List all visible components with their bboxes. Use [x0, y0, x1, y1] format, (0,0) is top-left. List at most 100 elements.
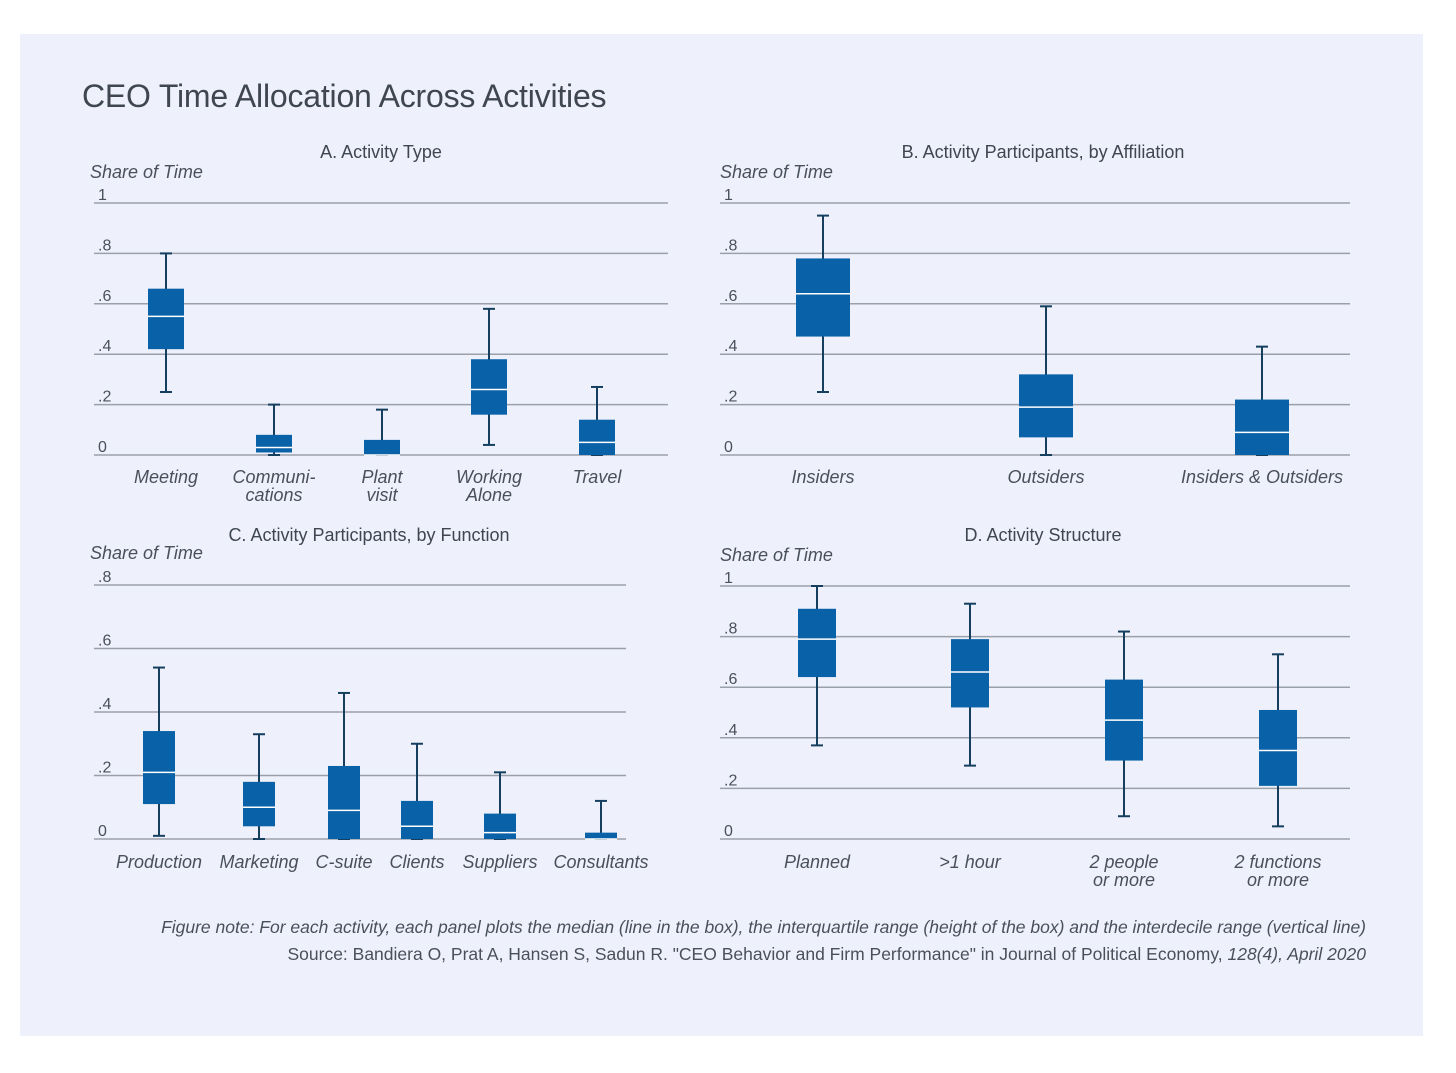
iqr-box: [401, 800, 433, 839]
x-category-label-line: Travel: [573, 467, 623, 487]
y-tick-label: 0: [724, 439, 733, 456]
x-category-label: >1 hour: [939, 852, 1002, 872]
y-tick-label: .4: [98, 696, 111, 713]
panel-activity-participants-function: C. Activity Participants, by Function Sha…: [90, 525, 649, 872]
iqr-box: [148, 288, 184, 350]
box-plot-item: [471, 307, 507, 446]
y-tick-label: .2: [98, 389, 111, 406]
panel-title: D. Activity Structure: [964, 525, 1121, 545]
source-journal: Journal of Political Economy,: [999, 944, 1223, 964]
y-tick-label: 0: [98, 439, 107, 456]
y-tick-label: .6: [724, 288, 737, 305]
x-category-label-line: Alone: [465, 485, 512, 505]
iqr-box: [143, 731, 175, 805]
x-category-label-line: 2 functions: [1233, 852, 1321, 872]
x-category-label: Planned: [784, 852, 851, 872]
iqr-box: [484, 813, 516, 839]
box-plot-item: [148, 252, 184, 393]
x-category-label: C-suite: [315, 852, 372, 872]
x-category-label-line: Clients: [389, 852, 444, 872]
panel-activity-participants-affiliation: B. Activity Participants, by Affiliation…: [720, 142, 1350, 487]
y-tick-label: .4: [98, 338, 111, 355]
x-category-label-line: Outsiders: [1007, 467, 1084, 487]
y-axis-label: Share of Time: [90, 543, 203, 563]
x-category-label-line: Meeting: [134, 467, 198, 487]
x-category-label-line: Plant: [361, 467, 403, 487]
box-plot-item: [1105, 630, 1143, 818]
x-category-label-line: Insiders: [791, 467, 854, 487]
x-category-label-line: Production: [116, 852, 202, 872]
x-category-label-line: >1 hour: [939, 852, 1002, 872]
figure-title: CEO Time Allocation Across Activities: [82, 78, 607, 114]
y-axis-label: Share of Time: [90, 162, 203, 182]
y-tick-label: .4: [724, 338, 737, 355]
box-plot-item: [951, 602, 989, 767]
x-category-label: 2 people or more: [1088, 852, 1158, 890]
box-plot-item: [364, 408, 400, 456]
box-plot-item: [243, 733, 275, 840]
x-category-label: Clients: [389, 852, 444, 872]
x-category-label: Insiders: [791, 467, 854, 487]
y-tick-label: 1: [724, 187, 733, 204]
box-plot-item: [328, 691, 360, 840]
y-axis-label: Share of Time: [720, 162, 833, 182]
panel-title: B. Activity Participants, by Affiliation: [902, 142, 1185, 162]
x-category-label: Marketing: [219, 852, 298, 872]
x-category-label: Production: [116, 852, 202, 872]
iqr-box: [243, 781, 275, 827]
iqr-box: [1259, 709, 1297, 786]
y-axis-label: Share of Time: [720, 545, 833, 565]
box-plot-item: [256, 403, 292, 456]
y-tick-label: .2: [724, 389, 737, 406]
box-plot-item: [796, 214, 850, 393]
box-plot-item: [798, 585, 836, 747]
source-prefix: Source: Bandiera O, Prat A, Hansen S, Sa…: [287, 944, 1000, 964]
x-category-label-line: Insiders & Outsiders: [1181, 467, 1343, 487]
x-category-label: Travel: [573, 467, 623, 487]
x-category-label-line: Consultants: [553, 852, 648, 872]
y-tick-label: .8: [724, 237, 737, 254]
box-plot-item: [585, 799, 617, 840]
y-tick-label: 0: [724, 823, 733, 840]
y-tick-label: 1: [724, 570, 733, 587]
panel-title: C. Activity Participants, by Function: [228, 525, 509, 545]
x-category-label-line: Suppliers: [462, 852, 537, 872]
iqr-box: [1235, 399, 1289, 455]
box-plot-item: [401, 742, 433, 840]
x-category-label: Working Alone: [456, 467, 522, 505]
y-tick-label: .8: [98, 569, 111, 586]
x-category-label-line: Communi-: [232, 467, 315, 487]
y-tick-label: .8: [724, 621, 737, 638]
x-category-label: Plant visit: [361, 467, 403, 505]
x-category-label: Suppliers: [462, 852, 537, 872]
iqr-box: [796, 258, 850, 337]
x-category-label-line: 2 people: [1088, 852, 1158, 872]
iqr-box: [951, 639, 989, 708]
x-category-label-line: C-suite: [315, 852, 372, 872]
figure-note: Figure note: For each activity, each pan…: [161, 917, 1366, 937]
iqr-box: [1019, 374, 1073, 438]
y-tick-label: .6: [98, 633, 111, 650]
iqr-box: [798, 608, 836, 678]
x-category-label-line: visit: [367, 485, 399, 505]
x-category-label: Meeting: [134, 467, 198, 487]
y-tick-label: .4: [724, 722, 737, 739]
panel-activity-structure: D. Activity Structure Share of Time 0 .2 .4.…: [720, 525, 1350, 890]
x-category-label-line: or more: [1093, 870, 1155, 890]
figure-source: Source: Bandiera O, Prat A, Hansen S, Sa…: [287, 944, 1366, 965]
x-category-label-line: Planned: [784, 852, 851, 872]
box-plot-item: [1259, 653, 1297, 828]
iqr-box: [328, 765, 360, 839]
y-tick-label: .2: [724, 772, 737, 789]
x-category-label-line: Working: [456, 467, 522, 487]
y-tick-label: 0: [98, 823, 107, 840]
box-plot-item: [143, 666, 175, 837]
panel-activity-type: A. Activity Type Share of Time 0 .2 .4 .6 .8 1 M…: [90, 142, 668, 505]
iqr-box: [364, 439, 400, 455]
box-plot-item: [1019, 305, 1073, 456]
y-tick-label: .6: [98, 288, 111, 305]
box-plot-item: [484, 771, 516, 840]
figure-card: CEO Time Allocation Across Activities A.…: [20, 34, 1423, 1036]
iqr-box: [579, 419, 615, 455]
x-category-label: Outsiders: [1007, 467, 1084, 487]
